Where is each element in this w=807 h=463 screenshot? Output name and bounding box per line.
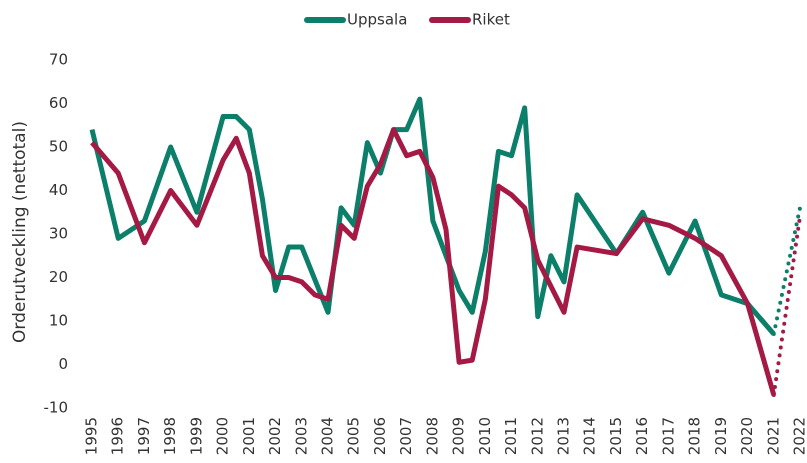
x-tick-label: 2021 xyxy=(764,417,782,455)
x-tick-label: 2017 xyxy=(659,417,677,455)
x-tick-label: 2013 xyxy=(555,417,573,455)
y-tick-label: 50 xyxy=(49,138,68,156)
line-series xyxy=(92,130,774,395)
x-tick-label: 2009 xyxy=(450,417,468,455)
x-tick-label: 2002 xyxy=(266,417,284,455)
x-tick-label: 2008 xyxy=(423,417,441,455)
x-tick-label: 1999 xyxy=(187,417,205,455)
y-tick-label: 0 xyxy=(58,355,68,373)
x-tick-label: 2012 xyxy=(528,417,546,455)
x-tick-label: 1996 xyxy=(109,417,127,455)
x-tick-label: 2018 xyxy=(686,417,704,455)
x-tick-label: 2016 xyxy=(633,417,651,455)
x-tick-label: 2004 xyxy=(319,417,337,455)
y-tick-label: -10 xyxy=(44,399,69,417)
x-tick-label: 2006 xyxy=(371,417,389,455)
x-tick-label: 2014 xyxy=(581,417,599,455)
y-tick-label: 40 xyxy=(49,181,68,199)
y-axis-title: Orderutveckling (nettotal) xyxy=(10,121,30,343)
x-tick-label: 2001 xyxy=(240,417,258,455)
y-tick-label: 20 xyxy=(49,268,68,286)
x-tick-label: 2011 xyxy=(502,417,520,455)
x-tick-label: 2007 xyxy=(397,417,415,455)
x-tick-label: 2010 xyxy=(476,417,494,455)
y-tick-label: 10 xyxy=(49,312,68,330)
x-tick-label: 2020 xyxy=(738,417,756,455)
forecast-line xyxy=(774,217,800,395)
x-tick-label: 2015 xyxy=(607,417,625,455)
y-tick-label: 70 xyxy=(49,51,68,69)
x-tick-label: 1995 xyxy=(83,417,101,455)
x-tick-label: 2022 xyxy=(791,417,807,455)
x-tick-label: 2019 xyxy=(712,417,730,455)
y-tick-label: 30 xyxy=(49,225,68,243)
x-tick-label: 2003 xyxy=(292,417,310,455)
legend-label: Uppsala xyxy=(347,11,407,29)
x-tick-label: 2005 xyxy=(345,417,363,455)
legend-label: Riket xyxy=(472,11,510,29)
x-tick-label: 2000 xyxy=(214,417,232,455)
line-series xyxy=(92,99,774,334)
x-tick-label: 1997 xyxy=(135,417,153,455)
x-tick-label: 1998 xyxy=(161,417,179,455)
y-tick-label: 60 xyxy=(49,94,68,112)
